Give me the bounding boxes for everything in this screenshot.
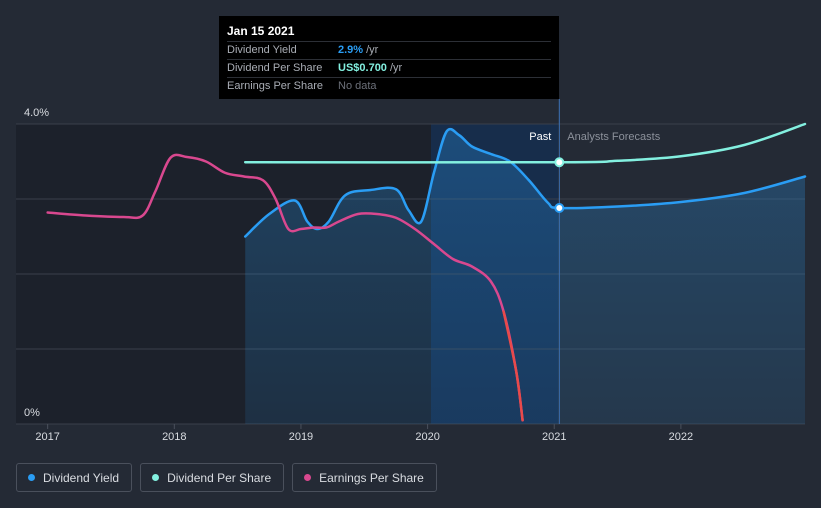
tooltip-label: Dividend Per Share <box>227 62 323 74</box>
tooltip-value: No data <box>338 80 377 92</box>
x-tick-label: 2019 <box>289 431 313 443</box>
legend-label: Earnings Per Share <box>319 470 424 485</box>
tooltip-row-earnings-per-share: Earnings Per Share No data <box>227 77 551 95</box>
x-tick-label: 2022 <box>669 431 693 443</box>
dividend-per-share-line <box>243 122 807 164</box>
legend-dot-icon <box>28 474 35 481</box>
tooltip-label: Dividend Yield <box>227 44 297 56</box>
x-tick-label: 2020 <box>415 431 439 443</box>
legend-label: Dividend Per Share <box>167 470 272 485</box>
dividend-yield-marker <box>554 203 565 213</box>
legend-item-dividend-per-share[interactable]: Dividend Per Share <box>140 463 285 492</box>
analysts-forecast-label: Analysts Forecasts <box>567 131 660 143</box>
tooltip-unit: /yr <box>389 62 403 74</box>
dividend-per-share-marker <box>554 157 565 168</box>
legend-dot-icon <box>304 474 312 481</box>
tooltip-label: Earnings Per Share <box>227 80 323 92</box>
series-lines <box>46 122 807 422</box>
axis-labels: 4.0% 0% 2017 2018 2019 2020 2021 2022 <box>24 107 693 443</box>
past-label: Past <box>529 131 551 143</box>
legend-label: Dividend Yield <box>43 470 120 485</box>
tooltip-unit: /yr <box>366 44 379 56</box>
x-tick-label: 2018 <box>162 431 186 443</box>
tooltip-value: US$0.700 <box>338 62 387 74</box>
y-tick-label: 0% <box>24 407 40 419</box>
dividend-yield-line <box>243 127 807 238</box>
tooltip-row-dividend-yield: Dividend Yield 2.9% /yr <box>227 41 551 59</box>
x-tick-label: 2021 <box>542 431 566 443</box>
dividend-yield-area <box>245 129 806 424</box>
legend-item-dividend-yield[interactable]: Dividend Yield <box>16 463 133 492</box>
legend-dot-icon <box>152 474 160 481</box>
tooltip-value: 2.9% <box>338 44 364 56</box>
tooltip-row-dividend-per-share: Dividend Per Share US$0.700 /yr <box>227 59 551 77</box>
y-tick-label: 4.0% <box>24 107 49 119</box>
tooltip: Jan 15 2021 Dividend Yield 2.9% /yr Divi… <box>219 16 559 99</box>
earnings-per-share-line-tail <box>502 310 524 422</box>
legend: Dividend Yield Dividend Per Share Earnin… <box>16 463 437 492</box>
tooltip-date: Jan 15 2021 <box>227 24 295 38</box>
earnings-per-share-line <box>46 153 524 422</box>
series-markers <box>554 157 565 213</box>
x-tick-label: 2017 <box>35 431 59 443</box>
legend-item-earnings-per-share[interactable]: Earnings Per Share <box>292 463 437 492</box>
